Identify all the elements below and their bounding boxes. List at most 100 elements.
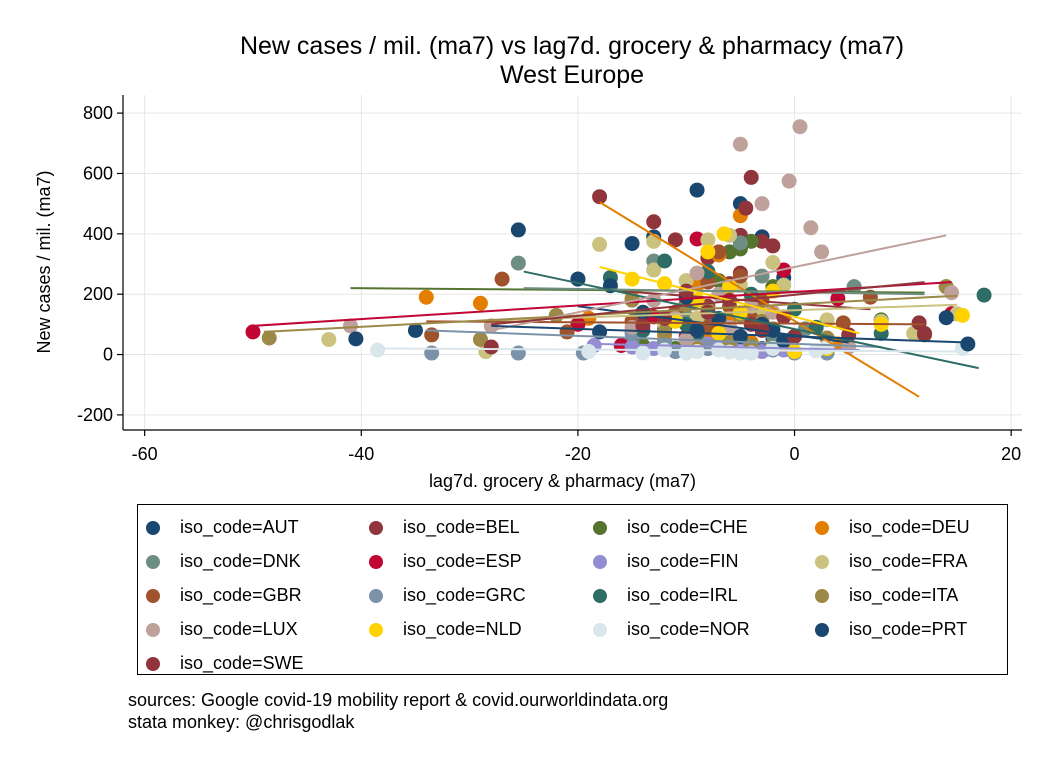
data-point xyxy=(738,200,754,216)
legend-marker xyxy=(146,622,160,637)
x-tick-label: 0 xyxy=(790,444,800,464)
data-point xyxy=(732,268,748,284)
legend-marker xyxy=(369,554,383,569)
x-tick-label: 20 xyxy=(1001,444,1021,464)
legend-item: iso_code=IRL xyxy=(593,585,738,606)
legend-label: iso_code=FIN xyxy=(627,551,739,571)
data-point xyxy=(732,136,748,152)
data-point xyxy=(370,342,386,358)
legend-item: iso_code=NOR xyxy=(593,619,750,640)
data-point xyxy=(743,169,759,185)
x-tick-label: -20 xyxy=(565,444,591,464)
data-point xyxy=(689,182,705,198)
legend-marker xyxy=(593,588,607,603)
chart-subtitle: West Europe xyxy=(499,61,645,89)
legend-item: iso_code=FIN xyxy=(593,551,739,572)
legend-marker xyxy=(815,520,829,535)
legend-item: iso_code=DEU xyxy=(815,517,970,538)
fit-line xyxy=(599,342,860,352)
x-tick-label: -40 xyxy=(348,444,374,464)
data-point xyxy=(472,295,488,311)
data-point xyxy=(976,287,992,303)
data-point xyxy=(418,289,434,305)
fit-line xyxy=(263,294,958,333)
y-tick-label: 800 xyxy=(83,103,113,123)
legend-marker xyxy=(369,588,383,603)
data-point xyxy=(510,222,526,238)
data-point xyxy=(678,273,694,289)
fit-line xyxy=(426,329,882,349)
data-point xyxy=(732,235,748,251)
legend-item: iso_code=FRA xyxy=(815,551,968,572)
legend-item: iso_code=GRC xyxy=(369,585,526,606)
data-point xyxy=(646,214,662,230)
legend-label: iso_code=DEU xyxy=(849,517,970,537)
data-point xyxy=(348,331,364,347)
legend-item: iso_code=BEL xyxy=(369,517,520,538)
fit-line xyxy=(523,287,925,296)
source-note: sources: Google covid-19 mobility report… xyxy=(128,690,669,710)
author-note: stata monkey: @chrisgodlak xyxy=(128,712,355,732)
data-point xyxy=(754,196,770,212)
data-point xyxy=(917,325,933,341)
data-point xyxy=(792,119,808,135)
data-point xyxy=(635,345,651,361)
data-point xyxy=(245,324,261,340)
legend-marker xyxy=(146,520,160,535)
data-point xyxy=(938,310,954,326)
data-point xyxy=(592,236,608,252)
legend-marker xyxy=(369,622,383,637)
data-point xyxy=(592,189,608,205)
legend-marker xyxy=(146,554,160,569)
data-point xyxy=(846,279,862,295)
data-point xyxy=(787,301,803,317)
data-point xyxy=(689,322,705,338)
fit-line xyxy=(491,234,947,332)
data-point xyxy=(716,226,732,242)
data-point xyxy=(342,318,358,334)
legend-item: iso_code=ITA xyxy=(815,585,958,606)
data-point xyxy=(700,244,716,260)
data-point xyxy=(754,268,770,284)
legend-item: iso_code=PRT xyxy=(815,619,967,640)
legend-label: iso_code=PRT xyxy=(849,619,968,639)
legend-label: iso_code=CHE xyxy=(627,517,748,537)
legend-marker xyxy=(815,622,829,637)
data-point xyxy=(700,232,716,248)
legend: iso_code=AUT iso_code=BEL iso_code=CHE iso_… xyxy=(137,504,1008,675)
legend-label: iso_code=IRL xyxy=(627,585,738,605)
legend-item: iso_code=CHE xyxy=(593,517,748,538)
legend-label: iso_code=NOR xyxy=(627,619,750,639)
data-point xyxy=(711,244,727,260)
legend-item: iso_code=ESP xyxy=(369,551,522,572)
data-point xyxy=(732,345,748,361)
y-tick-label: -200 xyxy=(77,405,113,425)
data-point xyxy=(765,255,781,270)
data-point xyxy=(510,345,526,361)
legend-item: iso_code=AUT xyxy=(146,517,299,538)
legend-marker xyxy=(593,520,607,535)
chart-title: New cases / mil. (ma7) vs lag7d. grocery… xyxy=(239,32,905,60)
data-point xyxy=(814,244,830,260)
data-point xyxy=(960,336,976,352)
legend-item: iso_code=LUX xyxy=(146,619,298,640)
legend-label: iso_code=NLD xyxy=(403,619,522,639)
legend-label: iso_code=ITA xyxy=(849,585,959,605)
fit-line xyxy=(599,201,920,398)
x-axis-title: lag7d. grocery & pharmacy (ma7) xyxy=(429,471,696,491)
data-point xyxy=(689,231,705,247)
legend-marker xyxy=(815,554,829,569)
y-tick-label: 200 xyxy=(83,284,113,304)
y-tick-label: 0 xyxy=(103,345,113,365)
data-point xyxy=(944,285,960,301)
legend-marker xyxy=(369,520,383,535)
legend-marker xyxy=(593,554,607,569)
data-point xyxy=(667,232,683,248)
data-point xyxy=(689,265,705,281)
data-point xyxy=(624,235,640,251)
data-point xyxy=(646,262,662,278)
legend-marker xyxy=(593,622,607,637)
legend-label: iso_code=SWE xyxy=(180,653,304,673)
legend-label: iso_code=AUT xyxy=(180,517,299,537)
